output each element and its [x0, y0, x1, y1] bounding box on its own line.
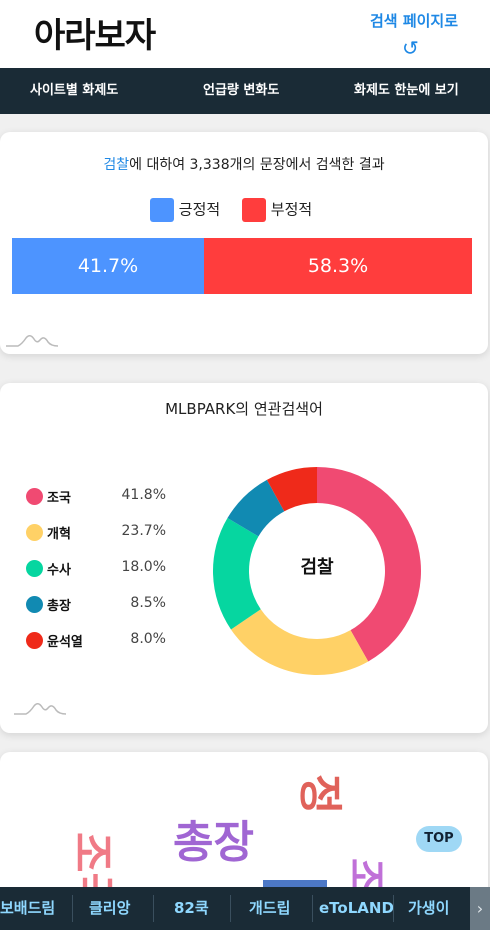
site-divider: [230, 895, 231, 922]
legend-value: 8.5%: [130, 595, 166, 611]
chevron-right-icon[interactable]: ›: [470, 887, 490, 930]
legend-dot: [26, 596, 43, 613]
app-logo[interactable]: 아라보자: [34, 16, 156, 56]
trend-sparkline-icon[interactable]: [4, 330, 60, 350]
legend-dot: [26, 488, 43, 505]
nav-topic-overview[interactable]: 화제도 한눈에 보기: [354, 83, 459, 98]
legend-value: 23.7%: [121, 523, 166, 539]
site-tab[interactable]: 보배드림: [0, 899, 56, 917]
header: 아라보자 검색 페이지로 ↺: [0, 0, 490, 68]
donut-slice-개혁[interactable]: [230, 609, 369, 675]
wordcloud-word[interactable]: 총장: [173, 817, 254, 868]
wordcloud-word[interactable]: 정: [294, 774, 345, 815]
legend-name: 수사: [47, 563, 71, 578]
negative-label: 부정적: [270, 200, 313, 219]
donut-slice-총장[interactable]: [227, 479, 285, 537]
legend-item[interactable]: 총장 8.5%: [26, 593, 166, 615]
site-tab[interactable]: 가생이: [408, 899, 450, 917]
positive-swatch: [150, 198, 174, 222]
legend-dot: [26, 632, 43, 649]
negative-swatch: [242, 198, 266, 222]
site-divider: [72, 895, 73, 922]
site-divider: [153, 895, 154, 922]
site-tab[interactable]: 클리앙: [89, 899, 131, 917]
legend-value: 18.0%: [121, 559, 166, 575]
legend-value: 41.8%: [121, 487, 166, 503]
site-divider: [312, 895, 313, 922]
legend-name: 윤석열: [47, 635, 83, 650]
result-summary-text: 에 대하여 3,338개의 문장에서 검색한 결과: [129, 157, 385, 173]
legend-dot: [26, 524, 43, 541]
site-tab[interactable]: 82쿡: [174, 899, 209, 917]
legend-dot: [26, 560, 43, 577]
top-nav: 사이트별 화제도 언급량 변화도 화제도 한눈에 보기: [0, 68, 490, 114]
donut-chart[interactable]: [210, 464, 424, 678]
related-keywords-card: MLBPARK의 연관검색어 조국 41.8% 개혁 23.7% 수사 18.0…: [0, 383, 488, 733]
refresh-icon[interactable]: ↺: [402, 36, 419, 60]
site-tab[interactable]: eToLAND: [319, 899, 394, 917]
legend-item[interactable]: 윤석열 8.0%: [26, 629, 166, 651]
donut-slice-윤석열[interactable]: [266, 467, 317, 512]
legend-name: 조국: [47, 491, 71, 506]
site-divider: [393, 895, 394, 922]
nav-site-topics[interactable]: 사이트별 화제도: [30, 83, 119, 98]
scroll-top-button[interactable]: TOP: [416, 826, 462, 852]
donut-slice-조국[interactable]: [317, 467, 422, 662]
related-title: MLBPARK의 연관검색어: [165, 400, 323, 418]
positive-bar: 41.7%: [12, 238, 204, 294]
positive-label: 긍정적: [178, 200, 221, 219]
nav-mention-trend[interactable]: 언급량 변화도: [203, 83, 280, 98]
result-summary: 검찰에 대하여 3,338개의 문장에서 검색한 결과: [0, 154, 488, 174]
search-page-link[interactable]: 검색 페이지로: [370, 12, 459, 30]
legend-name: 개혁: [47, 527, 71, 542]
legend-item[interactable]: 조국 41.8%: [26, 485, 166, 507]
trend-sparkline-icon[interactable]: [12, 698, 68, 718]
site-bar: 보배드림 클리앙 82쿡 개드립 eToLAND 가생이: [0, 887, 490, 930]
legend-item[interactable]: 수사 18.0%: [26, 557, 166, 579]
sentiment-card: 검찰에 대하여 3,338개의 문장에서 검색한 결과 긍정적 부정적 41.7…: [0, 132, 488, 354]
legend-negative: 부정적: [242, 198, 312, 222]
search-keyword[interactable]: 검찰: [103, 157, 130, 173]
site-tab[interactable]: 개드립: [249, 899, 291, 917]
donut-slice-수사[interactable]: [213, 518, 261, 630]
legend-item[interactable]: 개혁 23.7%: [26, 521, 166, 543]
legend-value: 8.0%: [130, 631, 166, 647]
negative-bar: 58.3%: [204, 238, 472, 294]
donut-center-label: 검찰: [300, 557, 334, 578]
legend-name: 총장: [47, 599, 71, 614]
legend-positive: 긍정적: [150, 198, 220, 222]
